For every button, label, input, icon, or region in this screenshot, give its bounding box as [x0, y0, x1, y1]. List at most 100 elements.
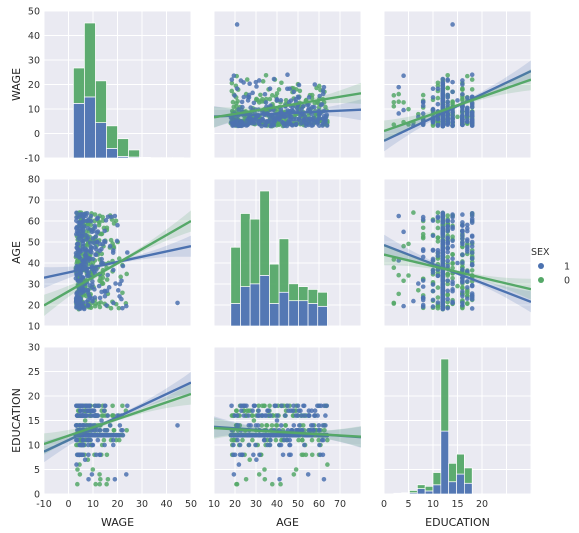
xtick-label: 70	[334, 499, 346, 510]
ytick-label: -10	[24, 154, 40, 165]
scatter-point-sex-0	[435, 210, 441, 215]
regression-line-sex-0	[384, 78, 531, 133]
scatter-point-sex-1	[273, 403, 279, 409]
scatter-point-sex-1	[469, 250, 475, 255]
panel-age-vs-education	[383, 178, 532, 327]
scatter-point-sex-1	[465, 95, 470, 101]
scatter-point-sex-0	[396, 99, 402, 104]
scatter-point-sex-1	[239, 408, 244, 414]
scatter-point-sex-1	[102, 228, 107, 234]
xtick-label: 40	[160, 499, 172, 510]
scatter-point-sex-1	[76, 452, 81, 458]
scatter-layer	[44, 210, 191, 316]
scatter-point-sex-0	[455, 283, 460, 289]
hist-bar-sex-0	[456, 453, 465, 475]
scatter-point-sex-1	[74, 462, 79, 467]
scatter-point-sex-1	[396, 84, 402, 90]
scatter-layer	[384, 210, 531, 313]
scatter-point-sex-1	[312, 413, 317, 418]
scatter-point-sex-1	[261, 437, 267, 443]
scatter-point-sex-0	[231, 437, 237, 443]
scatter-point-sex-1	[105, 413, 111, 418]
scatter-point-sex-1	[460, 122, 465, 128]
scatter-point-sex-1	[445, 288, 451, 294]
gridlines	[43, 346, 192, 495]
scatter-point-sex-1	[241, 413, 247, 418]
scatter-point-sex-1	[420, 304, 426, 310]
scatter-point-sex-1	[80, 275, 86, 280]
hist-bar-sex-0	[269, 263, 280, 304]
ytick-label: 50	[28, 238, 40, 249]
scatter-point-sex-1	[248, 423, 253, 428]
scatter-point-sex-1	[257, 452, 262, 458]
scatter-point-sex-1	[77, 423, 83, 428]
scatter-point-sex-0	[300, 423, 306, 428]
scatter-point-sex-0	[445, 213, 451, 218]
scatter-point-sex-1	[229, 403, 234, 409]
scatter-point-sex-1	[460, 212, 465, 217]
scatter-point-sex-1	[234, 117, 240, 122]
scatter-point-sex-0	[75, 467, 80, 472]
scatter-point-sex-1	[465, 285, 470, 290]
scatter-point-sex-1	[239, 99, 245, 105]
scatter-point-sex-1	[295, 403, 301, 409]
scatter-point-sex-1	[435, 215, 441, 221]
scatter-point-sex-1	[302, 113, 307, 119]
xtick-label: 60	[313, 499, 325, 510]
scatter-point-sex-1	[76, 214, 82, 220]
scatter-point-sex-1	[282, 113, 288, 119]
scatter-point-sex-1	[291, 423, 297, 428]
scatter-point-sex-0	[283, 423, 289, 428]
scatter-point-sex-1	[455, 260, 460, 266]
scatter-point-sex-1	[460, 228, 465, 234]
scatter-point-sex-1	[314, 121, 320, 126]
scatter-point-sex-1	[229, 432, 234, 438]
scatter-point-sex-0	[269, 423, 275, 428]
hist-bar-sex-0	[424, 485, 434, 492]
scatter-point-sex-0	[455, 114, 460, 120]
scatter-point-sex-1	[435, 253, 441, 259]
scatter-point-sex-1	[104, 303, 109, 308]
ytick-label: 20	[28, 392, 40, 403]
scatter-point-sex-1	[450, 281, 455, 287]
scatter-point-sex-1	[234, 413, 240, 418]
y-axis-label-wage: WAGE	[10, 68, 23, 101]
hist-bar-sex-1	[317, 305, 328, 327]
scatter-point-sex-1	[84, 210, 90, 216]
scatter-point-sex-0	[445, 271, 451, 277]
scatter-point-sex-1	[469, 283, 475, 288]
scatter-point-sex-0	[97, 304, 103, 310]
scatter-point-sex-1	[81, 423, 86, 428]
scatter-point-sex-1	[324, 403, 330, 409]
scatter-point-sex-1	[440, 220, 446, 226]
scatter-point-sex-0	[116, 305, 122, 311]
scatter-point-sex-1	[312, 105, 317, 110]
scatter-point-sex-1	[231, 472, 237, 477]
scatter-point-sex-0	[435, 80, 441, 86]
scatter-point-sex-1	[117, 423, 123, 428]
scatter-point-sex-1	[460, 289, 465, 294]
xtick-label: 20	[229, 499, 241, 510]
scatter-point-sex-1	[420, 217, 426, 222]
scatter-point-sex-1	[460, 278, 465, 284]
scatter-point-sex-1	[455, 98, 460, 103]
scatter-point-sex-0	[259, 423, 265, 428]
scatter-point-sex-0	[460, 97, 465, 103]
regression-line-sex-1	[384, 244, 531, 303]
scatter-point-sex-1	[430, 218, 436, 223]
scatter-point-sex-1	[440, 244, 446, 250]
scatter-point-sex-1	[247, 432, 253, 438]
scatter-point-sex-0	[279, 80, 284, 86]
scatter-point-sex-1	[256, 408, 261, 414]
scatter-point-sex-0	[406, 106, 411, 112]
scatter-point-sex-1	[287, 86, 292, 92]
scatter-point-sex-1	[112, 477, 118, 482]
scatter-point-sex-0	[445, 292, 451, 298]
scatter-point-sex-0	[309, 437, 315, 443]
scatter-point-sex-0	[465, 73, 470, 79]
scatter-point-sex-1	[86, 477, 91, 482]
scatter-point-sex-0	[420, 234, 426, 240]
panel-age-vs-wage	[43, 178, 192, 327]
scatter-point-sex-0	[445, 85, 451, 91]
scatter-point-sex-1	[92, 413, 98, 418]
